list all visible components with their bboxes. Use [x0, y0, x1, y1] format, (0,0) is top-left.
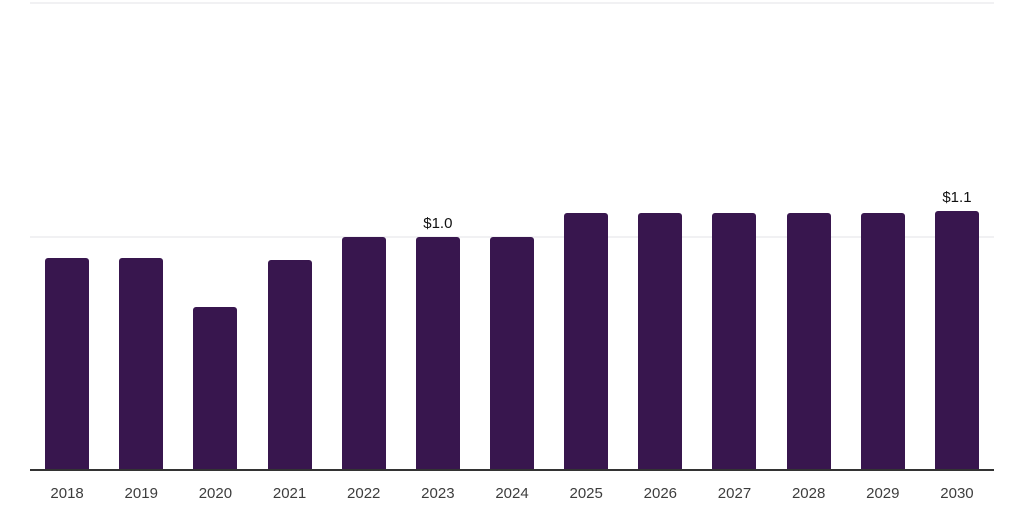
- bar-2020: [193, 306, 238, 470]
- bar-2026: [638, 213, 683, 470]
- bar-group-2023: $1.0: [401, 3, 475, 470]
- bar-group-2027: [697, 3, 771, 470]
- bar-2023: [415, 236, 460, 470]
- bar-2019: [119, 257, 164, 470]
- bar-group-2030: $1.1: [920, 3, 994, 470]
- x-tick-label-2024: 2024: [495, 485, 529, 502]
- bar-group-2029: [846, 3, 920, 470]
- x-tick-label-2030: 2030: [940, 485, 974, 502]
- x-tick-label-2028: 2028: [791, 485, 826, 502]
- bar-group-2018: [30, 3, 104, 470]
- bar-2028: [786, 213, 831, 470]
- x-tick-label-2022: 2022: [347, 485, 381, 502]
- x-tick-label-2021: 2021: [272, 485, 307, 502]
- bar-2029: [860, 213, 905, 470]
- bar-2018: [45, 257, 90, 470]
- x-tick-label-2025: 2025: [569, 485, 603, 502]
- bar-2025: [564, 213, 609, 470]
- x-tick-label-2019: 2019: [124, 485, 158, 502]
- bar-group-2025: [549, 3, 623, 470]
- bar-2027: [712, 213, 757, 470]
- bar-2021: [267, 259, 312, 470]
- x-axis-labels: 2018 2019 2020 2021 2022 2023 2024 2025 2026 2027…: [30, 485, 994, 503]
- x-tick-label-2026: 2026: [643, 485, 678, 502]
- x-axis-line: [30, 469, 994, 471]
- gridline-2: [30, 2, 994, 4]
- bar-group-2024: [475, 3, 549, 470]
- bar-group-2019: [104, 3, 178, 470]
- bar-2030: [934, 210, 979, 470]
- plot-area: $1.0 $1.1: [30, 3, 994, 470]
- bar-value-label-2030: $1.1: [942, 188, 972, 206]
- bar-group-2021: [252, 3, 326, 470]
- x-tick-label-2020: 2020: [198, 485, 233, 502]
- bar-group-2028: [772, 3, 846, 470]
- x-tick-label-2023: 2023: [421, 485, 455, 502]
- bar-group-2022: [327, 3, 401, 470]
- bar-2024: [490, 236, 535, 470]
- x-tick-label-2018: 2018: [50, 485, 84, 502]
- x-tick-label-2027: 2027: [717, 485, 752, 502]
- bar-group-2020: [178, 3, 252, 470]
- bar-2022: [341, 236, 386, 470]
- x-tick-label-2029: 2029: [866, 485, 900, 502]
- bar-group-2026: [623, 3, 697, 470]
- bar-value-label-2023: $1.0: [423, 214, 453, 232]
